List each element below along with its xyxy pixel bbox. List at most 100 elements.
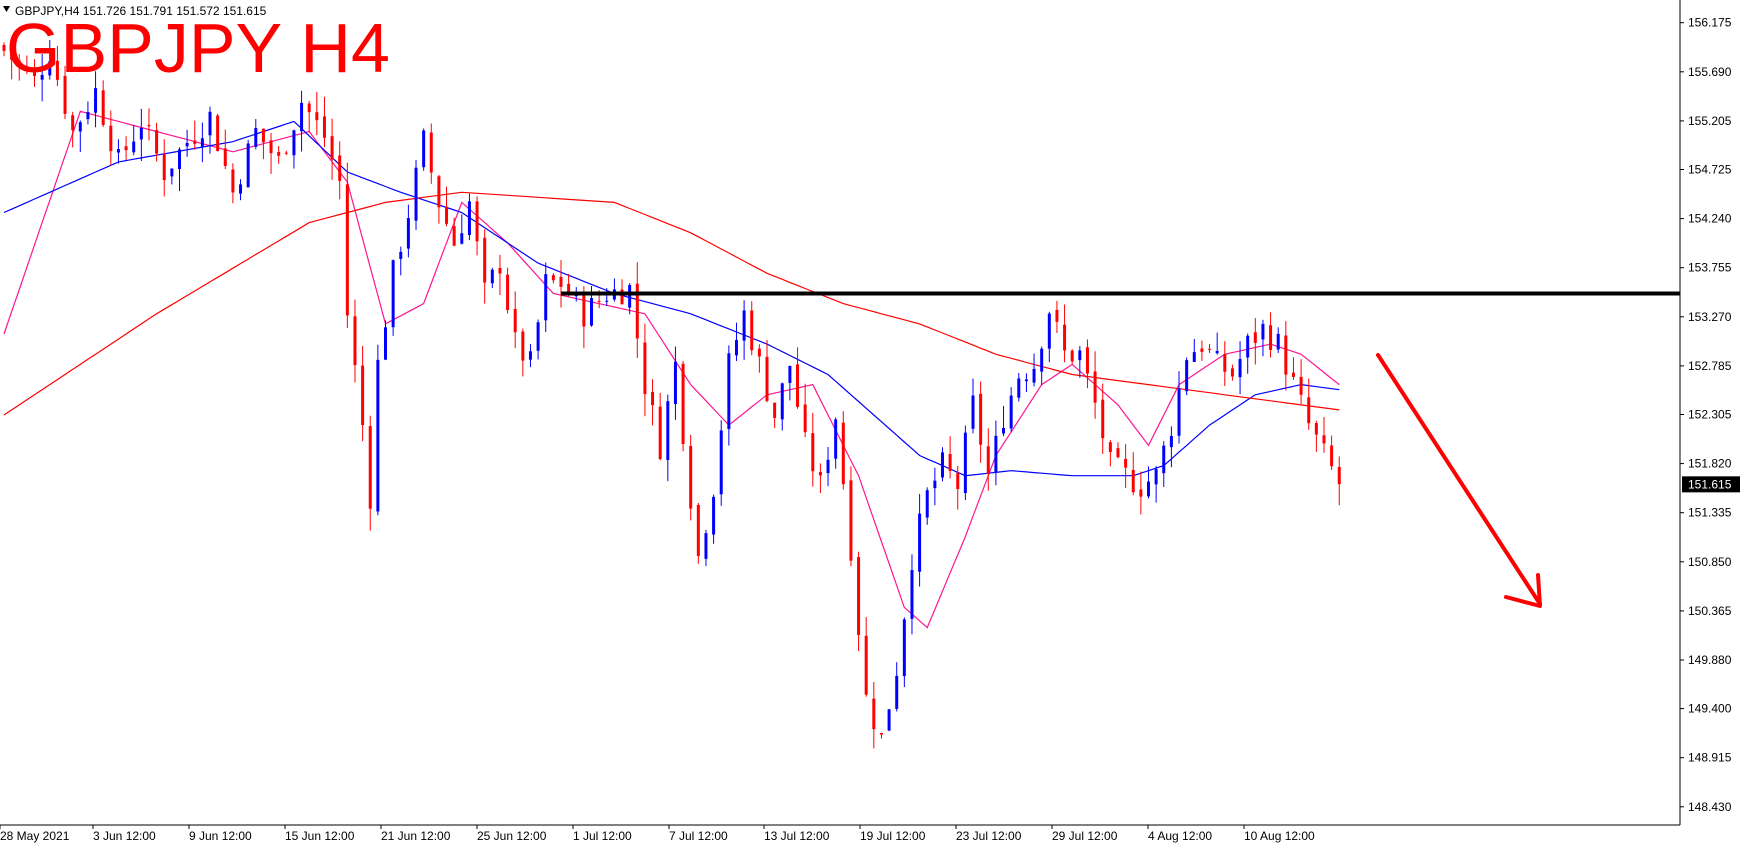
- candle-body: [902, 619, 906, 677]
- annotations: [560, 291, 1680, 608]
- candle-body: [1253, 332, 1257, 343]
- candle-body: [940, 452, 944, 478]
- candle-body: [376, 359, 380, 512]
- y-tick-label: 153.270: [1688, 310, 1732, 324]
- candle-body: [1040, 348, 1044, 372]
- candle-body: [971, 395, 975, 429]
- candle-body: [1291, 372, 1295, 377]
- candle-body: [818, 471, 822, 476]
- candle-body: [910, 570, 914, 619]
- candle-body: [918, 513, 922, 572]
- candle-body: [437, 176, 441, 208]
- x-tick-label: 28 May 2021: [0, 829, 70, 843]
- candle-body: [1017, 378, 1021, 398]
- y-tick-label: 152.305: [1688, 407, 1732, 421]
- candle-body: [185, 142, 189, 147]
- candle-body: [605, 300, 609, 302]
- candle-body: [361, 365, 365, 426]
- moving-average-slow: [3, 191, 1340, 416]
- x-tick-label: 4 Aug 12:00: [1148, 829, 1212, 843]
- candle-body: [1169, 435, 1173, 448]
- candle-body: [1002, 427, 1006, 434]
- candle-body: [1055, 309, 1059, 322]
- candle-body: [963, 432, 967, 494]
- moving-averages: [3, 110, 1340, 629]
- y-tick-label: 154.725: [1688, 162, 1732, 176]
- x-tick-label: 10 Aug 12:00: [1244, 829, 1315, 843]
- candle-body: [101, 90, 105, 125]
- x-tick-label: 15 Jun 12:00: [285, 829, 355, 843]
- y-tick-label: 152.785: [1688, 359, 1732, 373]
- candle-body: [1032, 368, 1036, 383]
- candle-body: [132, 141, 136, 153]
- candle-body: [734, 340, 738, 356]
- candle-body: [109, 125, 113, 152]
- candle-body: [643, 342, 647, 395]
- candle-body: [727, 353, 731, 430]
- candle-body: [986, 446, 990, 475]
- candle-body: [1246, 335, 1250, 358]
- candle-body: [1063, 324, 1067, 351]
- candle-body: [261, 128, 265, 143]
- candle-body: [1200, 348, 1204, 352]
- y-tick-label: 155.205: [1688, 114, 1732, 128]
- candle-body: [887, 709, 891, 731]
- candle-body: [1154, 469, 1158, 485]
- x-tick-label: 1 Jul 12:00: [573, 829, 632, 843]
- candle-body: [1108, 442, 1112, 453]
- x-tick-label: 25 Jun 12:00: [477, 829, 547, 843]
- candle-body: [1330, 445, 1334, 467]
- candle-body: [170, 168, 174, 177]
- candle-body: [40, 74, 44, 80]
- candle-body: [925, 490, 929, 518]
- candle-body: [1070, 350, 1074, 362]
- candle-body: [193, 140, 197, 144]
- down-arrow-icon: [1376, 353, 1542, 606]
- candle-body: [223, 148, 227, 166]
- candle-body: [269, 140, 273, 154]
- candle-body: [94, 88, 98, 113]
- candle-body: [124, 146, 128, 151]
- candle-body: [208, 111, 212, 136]
- candles: [2, 40, 1341, 749]
- candle-body: [933, 480, 937, 489]
- candle-body: [330, 136, 334, 160]
- candle-body: [1322, 435, 1326, 444]
- candle-body: [750, 310, 754, 351]
- moving-average-mid: [3, 120, 1340, 477]
- candle-body: [475, 201, 479, 242]
- candle-body: [284, 152, 288, 154]
- candle-body: [231, 169, 235, 193]
- candle-body: [71, 115, 75, 131]
- candle-body: [467, 201, 471, 236]
- candle-body: [277, 152, 281, 156]
- candle-body: [1047, 313, 1051, 349]
- candle-body: [879, 733, 883, 735]
- candle-body: [254, 128, 258, 147]
- candle-body: [956, 472, 960, 490]
- candle-body: [406, 218, 410, 249]
- y-tick-label: 148.915: [1688, 751, 1732, 765]
- candle-body: [567, 283, 571, 295]
- candle-body: [1276, 333, 1280, 350]
- candle-body: [368, 426, 372, 509]
- candle-body: [1147, 481, 1150, 497]
- candle-body: [681, 363, 685, 444]
- candle-body: [162, 154, 166, 181]
- candle-body: [315, 112, 319, 121]
- candle-body: [857, 557, 861, 635]
- candle-body: [460, 233, 464, 244]
- candle-body: [139, 127, 143, 140]
- y-tick-label: 151.820: [1688, 457, 1732, 471]
- candle-body: [10, 50, 14, 60]
- candle-body: [17, 60, 21, 64]
- triangle-down-icon[interactable]: [3, 6, 10, 12]
- candle-body: [1177, 388, 1181, 436]
- candle-body: [742, 310, 746, 341]
- candle-body: [353, 316, 357, 366]
- candle-body: [1078, 350, 1082, 361]
- candle-body: [414, 167, 418, 221]
- candle-body: [246, 143, 250, 188]
- current-price-label: 151.615: [1688, 477, 1732, 491]
